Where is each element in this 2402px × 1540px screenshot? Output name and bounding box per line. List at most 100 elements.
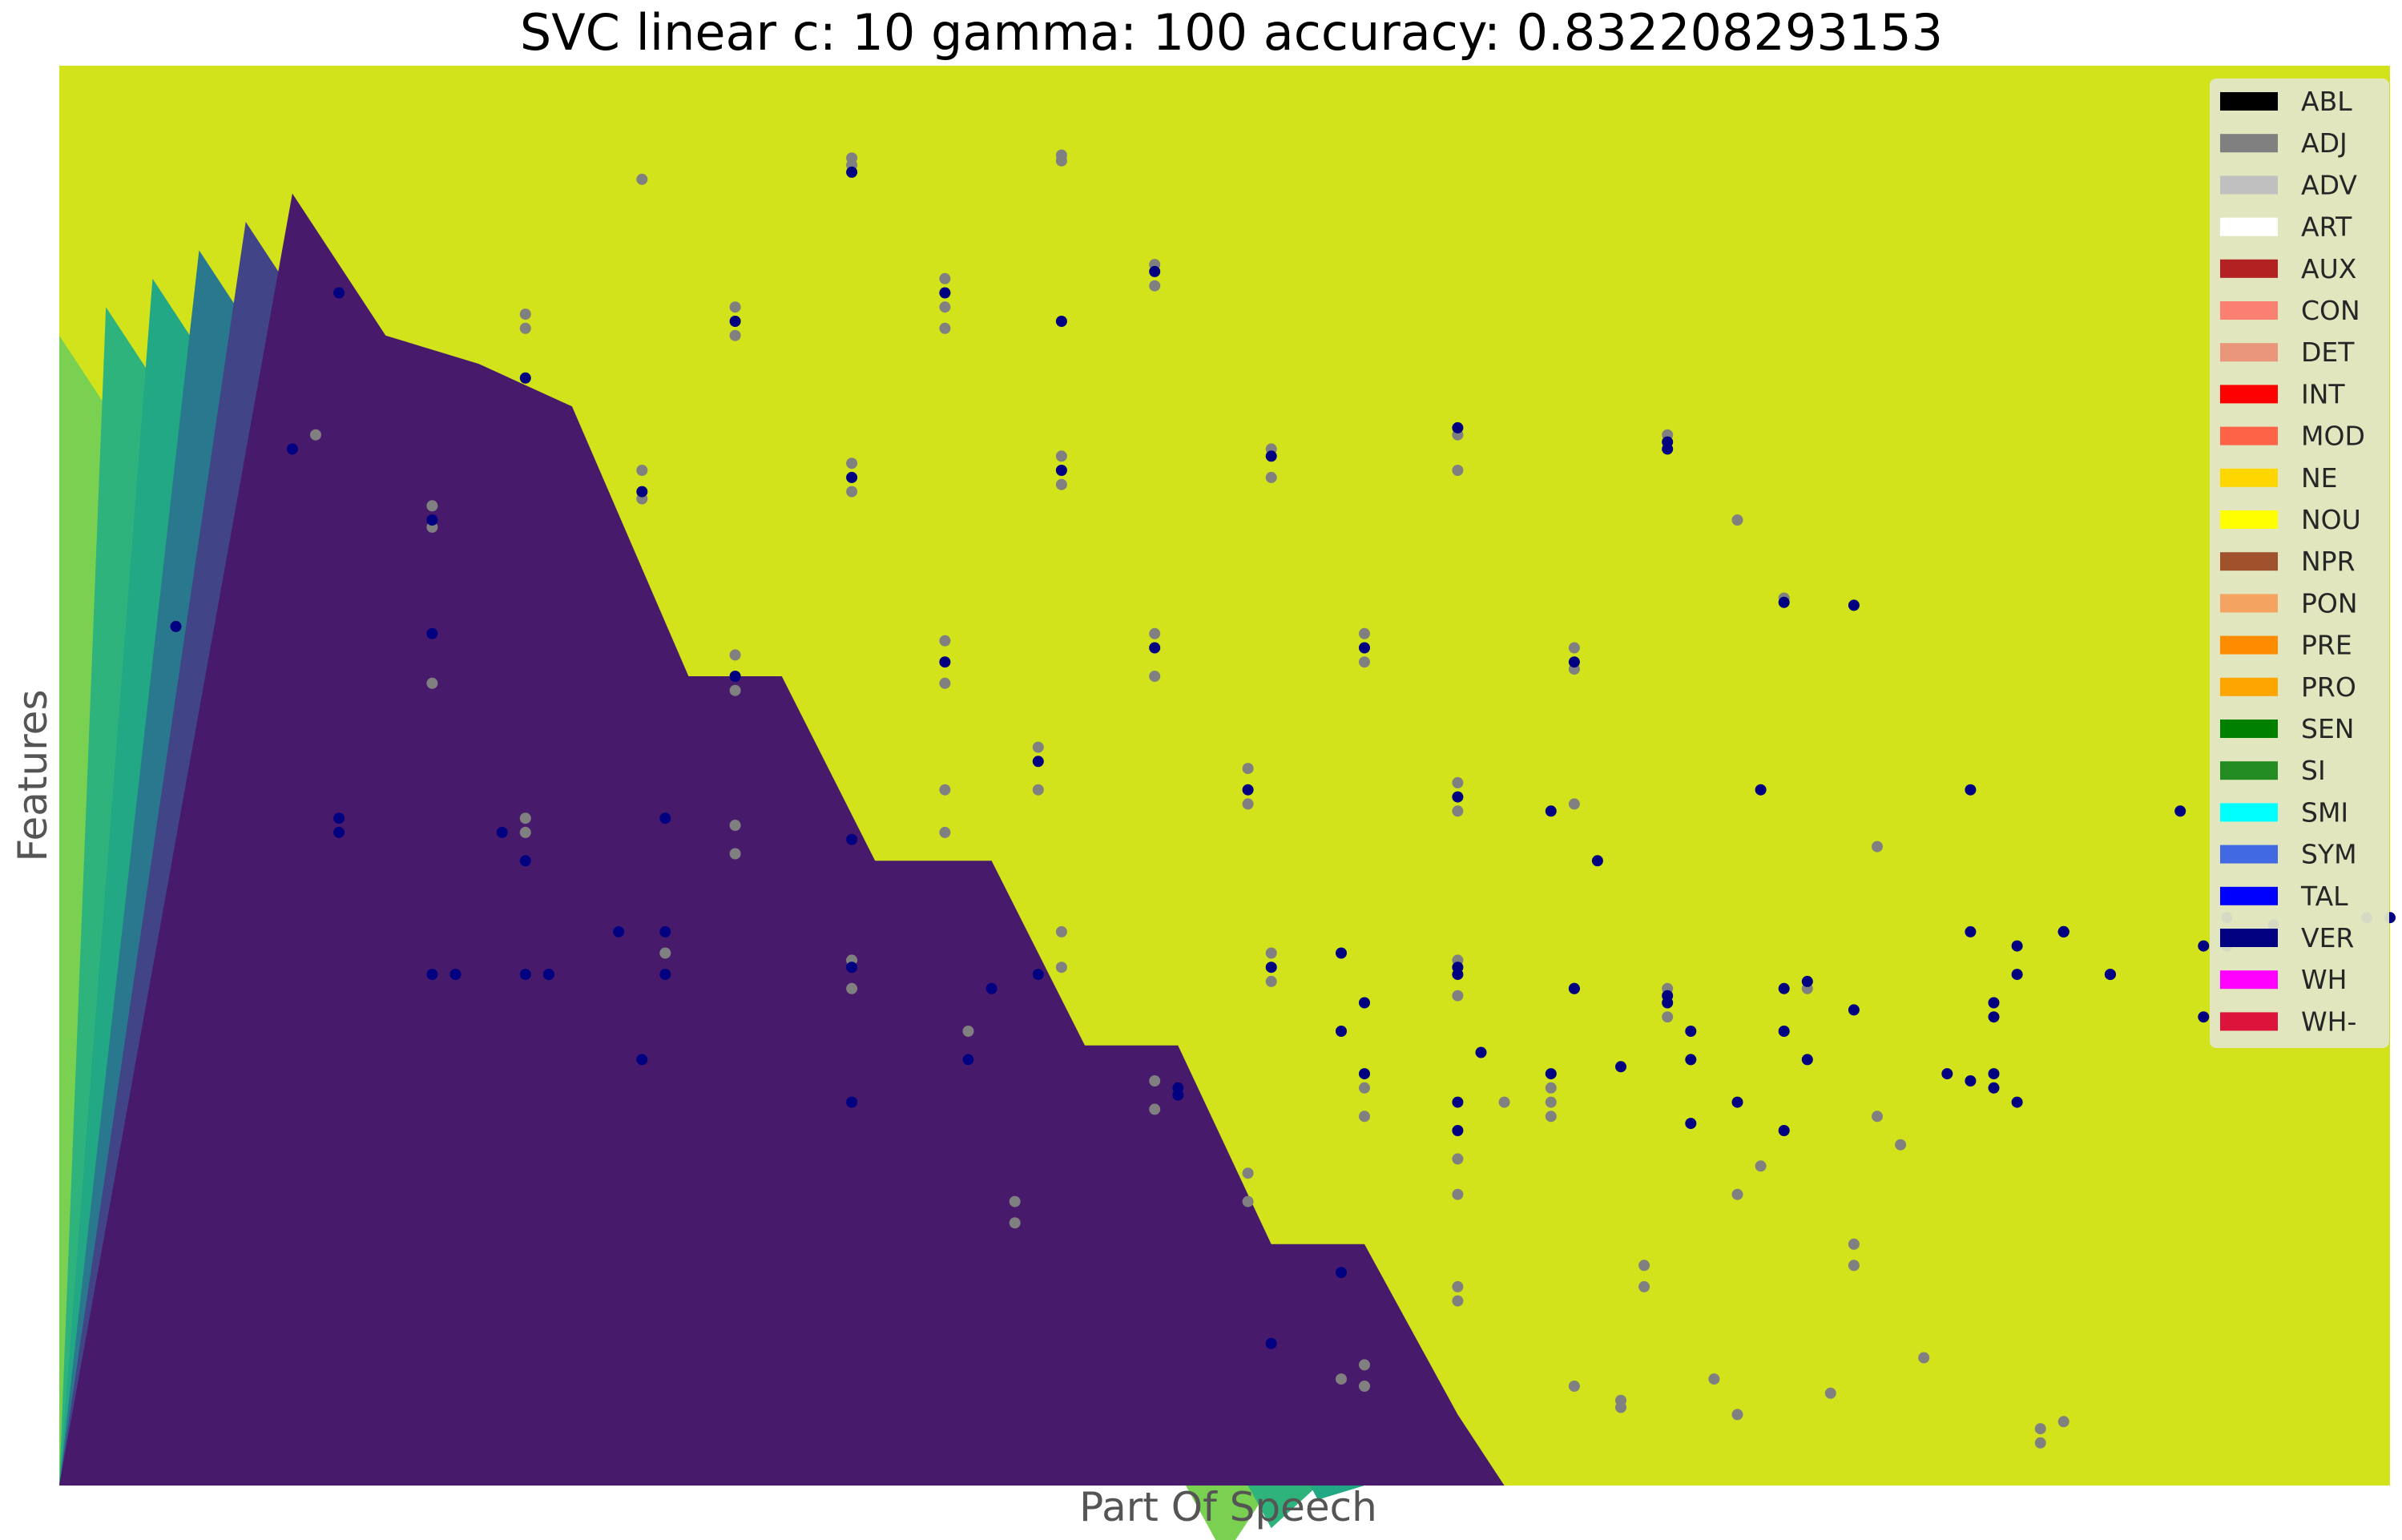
data-point: [1685, 1026, 1697, 1037]
data-point: [1359, 1381, 1370, 1392]
data-point: [939, 826, 951, 838]
data-point: [1032, 741, 1044, 753]
data-point: [2057, 1416, 2070, 1428]
legend-label: WH: [2301, 964, 2347, 995]
legend-swatch: [2220, 175, 2278, 195]
contour-band: [59, 193, 1505, 1486]
data-point: [426, 677, 438, 689]
data-point: [1359, 656, 1370, 668]
data-point: [1895, 1139, 1907, 1151]
legend-swatch: [2220, 1012, 2278, 1031]
data-point: [659, 925, 671, 937]
data-point: [1801, 1054, 1813, 1066]
legend-swatch: [2220, 259, 2278, 278]
legend-label: PRE: [2301, 630, 2352, 661]
data-point: [1149, 642, 1161, 654]
legend-swatch: [2220, 635, 2278, 655]
legend-label: PON: [2301, 587, 2358, 619]
data-point: [1545, 1068, 1557, 1080]
data-point: [1359, 997, 1370, 1009]
data-point: [1009, 1217, 1021, 1229]
data-point: [846, 471, 858, 483]
data-point: [1848, 599, 1860, 611]
data-point: [519, 812, 531, 824]
legend-swatch: [2220, 92, 2278, 111]
data-point: [1731, 1096, 1743, 1108]
data-point: [2011, 940, 2023, 952]
data-point: [519, 308, 531, 320]
legend-label: CON: [2301, 295, 2360, 326]
data-point: [1055, 925, 1067, 937]
data-point: [636, 486, 648, 498]
data-point: [1452, 990, 1464, 1002]
data-point: [1662, 443, 1674, 455]
legend-label: SI: [2301, 755, 2326, 786]
data-point: [1638, 1280, 1650, 1292]
data-point: [1638, 1260, 1650, 1272]
data-point: [1872, 1111, 1883, 1123]
data-point: [846, 486, 858, 498]
data-point: [1988, 1082, 2000, 1094]
y-axis-label: Features: [10, 690, 56, 862]
data-point: [1568, 656, 1580, 668]
data-point: [729, 301, 741, 313]
data-point: [1755, 1160, 1767, 1172]
data-point: [1965, 1075, 1977, 1086]
data-point: [1452, 1153, 1464, 1165]
data-point: [1824, 1387, 1836, 1399]
decision-contour: [59, 193, 1505, 1540]
data-point: [1149, 280, 1161, 292]
legend-swatch: [2220, 134, 2278, 153]
data-point: [1778, 1026, 1790, 1037]
data-point: [1359, 1359, 1370, 1371]
legend-label: TAL: [2300, 881, 2348, 912]
data-point: [1498, 1096, 1510, 1108]
data-point: [1568, 642, 1580, 654]
data-point: [1568, 982, 1580, 994]
data-point: [1988, 1068, 2000, 1080]
legend-swatch: [2220, 803, 2278, 822]
data-point: [286, 443, 298, 455]
legend-swatch: [2220, 301, 2278, 320]
data-point: [846, 458, 858, 470]
data-point: [333, 826, 345, 838]
data-point: [846, 961, 858, 974]
data-point: [1452, 465, 1464, 476]
legend-swatch: [2220, 552, 2278, 571]
data-point: [1149, 671, 1161, 682]
data-point: [1778, 982, 1790, 994]
legend-swatch: [2220, 217, 2278, 236]
data-point: [1662, 997, 1674, 1009]
data-point: [1336, 947, 1347, 959]
data-point: [2057, 925, 2070, 937]
data-point: [846, 166, 858, 178]
legend-swatch: [2220, 385, 2278, 404]
data-point: [729, 316, 741, 327]
data-point: [1452, 421, 1464, 433]
data-point: [1545, 1082, 1557, 1094]
legend-swatch: [2220, 845, 2278, 864]
data-point: [1359, 642, 1370, 654]
legend-label: AUX: [2301, 253, 2356, 284]
data-point: [1055, 155, 1067, 167]
legend-swatch: [2220, 677, 2278, 696]
legend-swatch: [2220, 468, 2278, 487]
data-point: [1452, 1188, 1464, 1200]
data-point: [1475, 1046, 1487, 1058]
legend-label: SYM: [2301, 839, 2357, 870]
data-point: [170, 620, 182, 632]
legend-swatch: [2220, 970, 2278, 990]
data-point: [1055, 450, 1067, 462]
data-point: [1032, 969, 1044, 981]
data-point: [1778, 1125, 1790, 1136]
data-point: [1662, 1011, 1674, 1023]
data-point: [1265, 450, 1277, 462]
data-point: [1032, 784, 1044, 796]
data-point: [729, 649, 741, 661]
data-point: [1941, 1068, 1953, 1080]
data-point: [1265, 961, 1277, 974]
data-point: [449, 969, 461, 981]
data-point: [1568, 798, 1580, 810]
data-point: [542, 969, 554, 981]
